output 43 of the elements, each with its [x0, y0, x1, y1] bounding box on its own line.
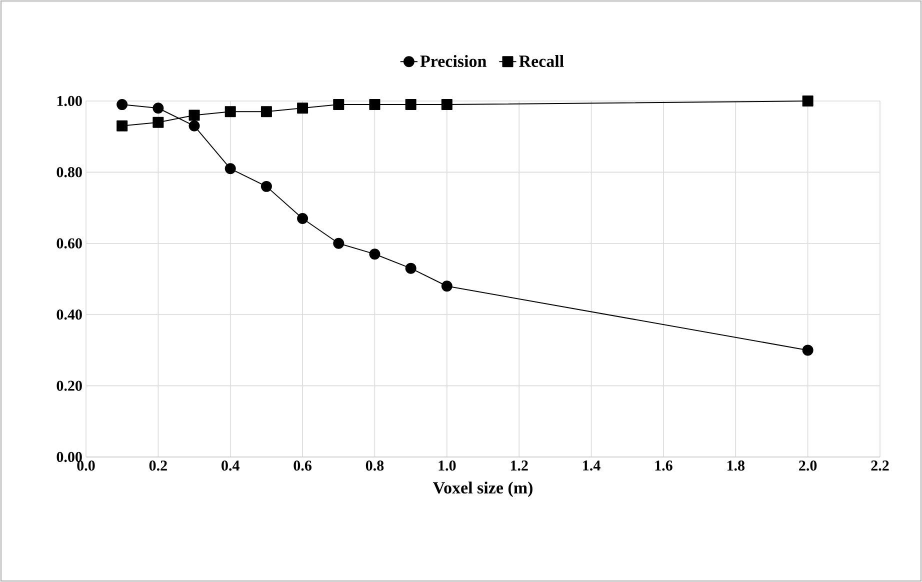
x-tick-label: 1.6 [655, 460, 672, 471]
x-tick-label: 1.8 [727, 460, 745, 471]
point [405, 262, 416, 274]
point [369, 248, 380, 260]
point [802, 96, 814, 106]
point [260, 106, 272, 118]
point [297, 102, 308, 114]
legend-label: Recall [519, 55, 564, 67]
point [224, 163, 236, 174]
point [333, 99, 344, 110]
point [188, 120, 200, 132]
x-tick-label: 0.2 [149, 460, 167, 471]
y-tick-label: 0.20 [56, 380, 82, 391]
point [802, 344, 814, 356]
x-tick-label: 0.4 [222, 460, 240, 471]
point [369, 99, 380, 110]
point [441, 99, 452, 110]
point [297, 212, 308, 224]
point [152, 116, 164, 128]
y-tick-label: 0.40 [56, 310, 82, 320]
point [260, 180, 272, 192]
x-axis-title: Voxel size (m) [432, 482, 532, 498]
x-tick-label: 1.2 [510, 460, 528, 471]
point [333, 238, 344, 249]
y-tick-label: 0.60 [56, 238, 82, 248]
x-tick-label: 0.8 [366, 460, 384, 471]
point [405, 99, 416, 110]
x-tick-label: 2.2 [871, 460, 889, 471]
point [116, 99, 128, 110]
point [441, 280, 452, 292]
point [224, 106, 236, 118]
x-tick-label: 1.4 [583, 460, 600, 471]
x-tick-label: 0.0 [77, 460, 95, 471]
x-tick-label: 0.6 [294, 460, 312, 471]
x-tick-label: 1.0 [438, 460, 456, 471]
y-tick-label: 0.80 [56, 167, 82, 178]
legend-label: Precision [420, 55, 486, 67]
point [116, 120, 128, 132]
point [188, 110, 200, 121]
x-tick-label: 2.0 [799, 460, 817, 471]
y-tick-label: 1.00 [57, 96, 82, 106]
y-tick-label: 0.00 [56, 452, 82, 462]
point [152, 102, 164, 114]
